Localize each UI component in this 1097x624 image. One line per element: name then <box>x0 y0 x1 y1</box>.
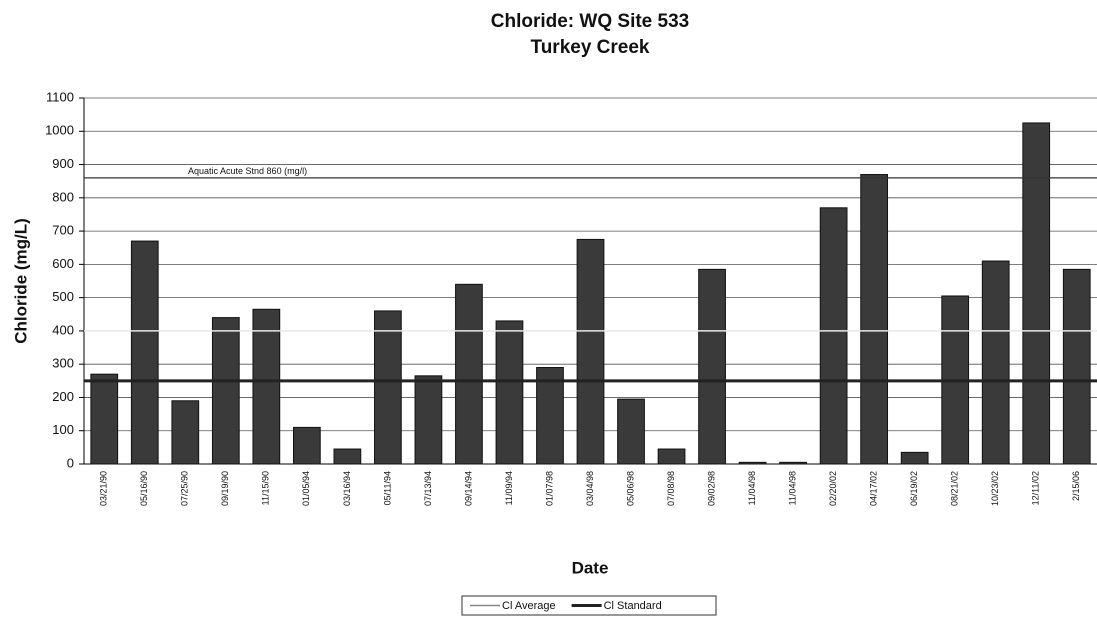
bar <box>536 367 564 465</box>
chart-title: Chloride: WQ Site 533 <box>491 11 689 32</box>
x-tick-label: 05/11/94 <box>382 471 392 505</box>
bar <box>1022 122 1051 465</box>
bar <box>1062 268 1091 465</box>
bar <box>333 448 362 465</box>
bar <box>900 451 929 465</box>
x-tick-label: 02/20/02 <box>828 471 838 506</box>
annotation-text: Aquatic Acute Stnd 860 (mg/l) <box>188 166 307 176</box>
x-tick-label: 08/21/02 <box>950 471 960 506</box>
x-tick-label: 10/23/02 <box>990 471 1000 506</box>
bar <box>252 308 281 465</box>
x-tick-label: 03/16/94 <box>342 471 352 506</box>
x-tick-label: 06/19/02 <box>909 471 919 506</box>
x-tick-label: 09/14/94 <box>463 471 473 506</box>
legend-label: Cl Standard <box>604 600 662 612</box>
x-tick-label: 01/07/98 <box>544 471 554 506</box>
x-tick-label: 07/13/94 <box>423 471 433 506</box>
bar <box>211 317 240 465</box>
x-tick-label: 09/19/90 <box>220 471 230 506</box>
y-tick-label: 200 <box>52 389 74 404</box>
y-tick-label: 500 <box>52 289 74 304</box>
y-tick-label: 300 <box>52 356 74 371</box>
x-axis-label: Date <box>572 558 609 577</box>
bar <box>171 400 200 465</box>
x-tick-label: 07/08/98 <box>666 471 676 506</box>
x-tick-label: 09/02/98 <box>706 471 716 506</box>
x-tick-label: 11/04/98 <box>747 471 757 505</box>
bar <box>374 310 402 465</box>
x-tick-label: 12/11/02 <box>1031 471 1041 505</box>
y-tick-label: 1000 <box>45 123 74 138</box>
bar <box>657 448 686 465</box>
bar <box>495 320 524 465</box>
bar <box>860 174 889 465</box>
bar <box>698 268 726 465</box>
bar <box>455 283 483 465</box>
bar <box>779 461 807 465</box>
bar <box>130 240 159 465</box>
y-tick-label: 400 <box>52 322 74 337</box>
legend-label: Cl Average <box>502 600 556 612</box>
x-tick-label: 05/06/98 <box>625 471 635 506</box>
bar <box>819 207 848 465</box>
bar <box>617 398 645 465</box>
x-tick-label: 05/16/90 <box>139 471 149 506</box>
y-tick-label: 100 <box>52 422 74 437</box>
y-tick-label: 800 <box>52 189 74 204</box>
x-tick-label: 04/17/02 <box>869 471 879 506</box>
y-axis-label: Chloride (mg/L) <box>11 218 30 344</box>
y-tick-label: 1100 <box>46 89 74 104</box>
bar <box>738 461 767 465</box>
bar <box>576 238 605 465</box>
bar <box>90 373 119 465</box>
y-tick-label: 700 <box>52 223 74 238</box>
y-tick-label: 0 <box>67 455 74 470</box>
x-tick-label: 07/25/90 <box>180 471 190 506</box>
x-tick-label: 11/09/94 <box>504 471 514 505</box>
bar <box>414 375 443 465</box>
x-tick-label: 03/21/90 <box>99 471 109 506</box>
bar <box>981 260 1010 465</box>
x-tick-label: 01/05/94 <box>301 471 311 506</box>
x-tick-label: 11/04/98 <box>787 471 797 505</box>
x-tick-label: 2/15/06 <box>1071 471 1081 501</box>
chart-subtitle: Turkey Creek <box>531 37 650 58</box>
x-tick-label: 03/04/98 <box>585 471 595 506</box>
bar <box>292 426 321 465</box>
y-tick-label: 600 <box>52 256 74 271</box>
x-tick-label: 11/15/90 <box>261 471 271 505</box>
y-tick-label: 900 <box>52 156 74 171</box>
